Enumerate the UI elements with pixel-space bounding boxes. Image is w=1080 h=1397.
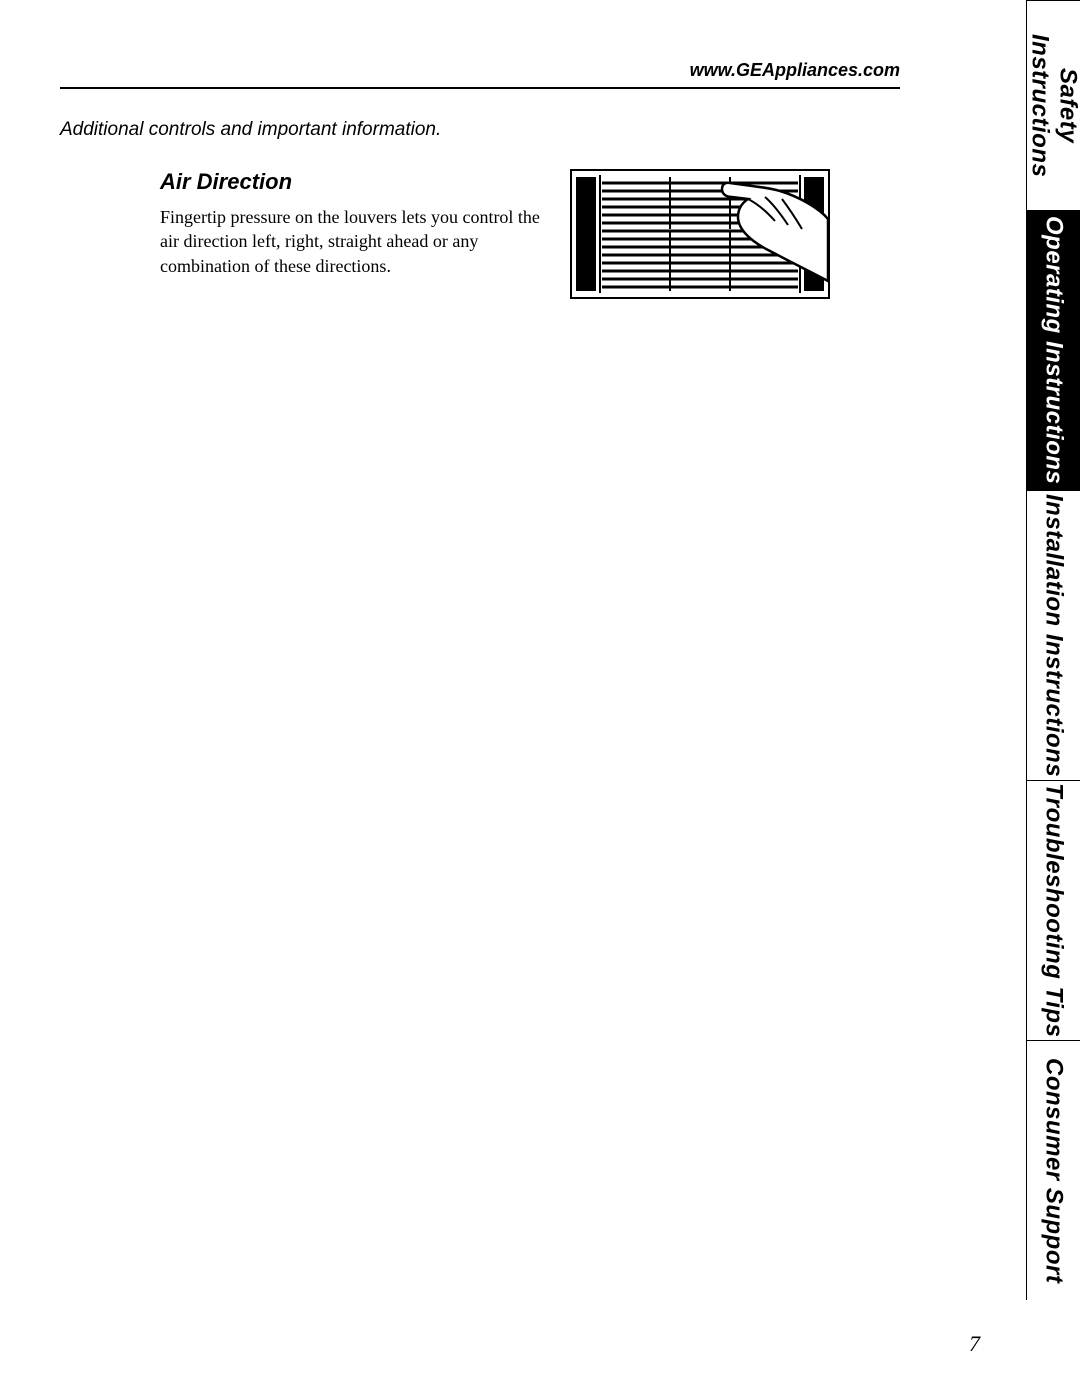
- tab-operating[interactable]: Operating Instructions: [1026, 210, 1080, 490]
- side-tabs: Safety Instructions Operating Instructio…: [1026, 0, 1080, 1397]
- header-rule: [60, 87, 900, 89]
- section-body: Fingertip pressure on the louvers lets y…: [160, 205, 540, 278]
- page-number: 7: [969, 1331, 980, 1357]
- header-url: www.GEAppliances.com: [60, 60, 960, 81]
- section-air-direction: Air Direction Fingertip pressure on the …: [60, 169, 960, 299]
- header-subtitle: Additional controls and important inform…: [60, 119, 960, 141]
- tab-safety[interactable]: Safety Instructions: [1026, 0, 1080, 210]
- tab-installation[interactable]: Installation Instructions: [1026, 490, 1080, 780]
- tab-consumer[interactable]: Consumer Support: [1026, 1040, 1080, 1300]
- section-text: Air Direction Fingertip pressure on the …: [160, 169, 540, 299]
- louvers-hand-illustration: [570, 169, 830, 299]
- section-heading: Air Direction: [160, 169, 540, 195]
- page-content: www.GEAppliances.com Additional controls…: [60, 60, 960, 299]
- tab-troubleshooting[interactable]: Troubleshooting Tips: [1026, 780, 1080, 1040]
